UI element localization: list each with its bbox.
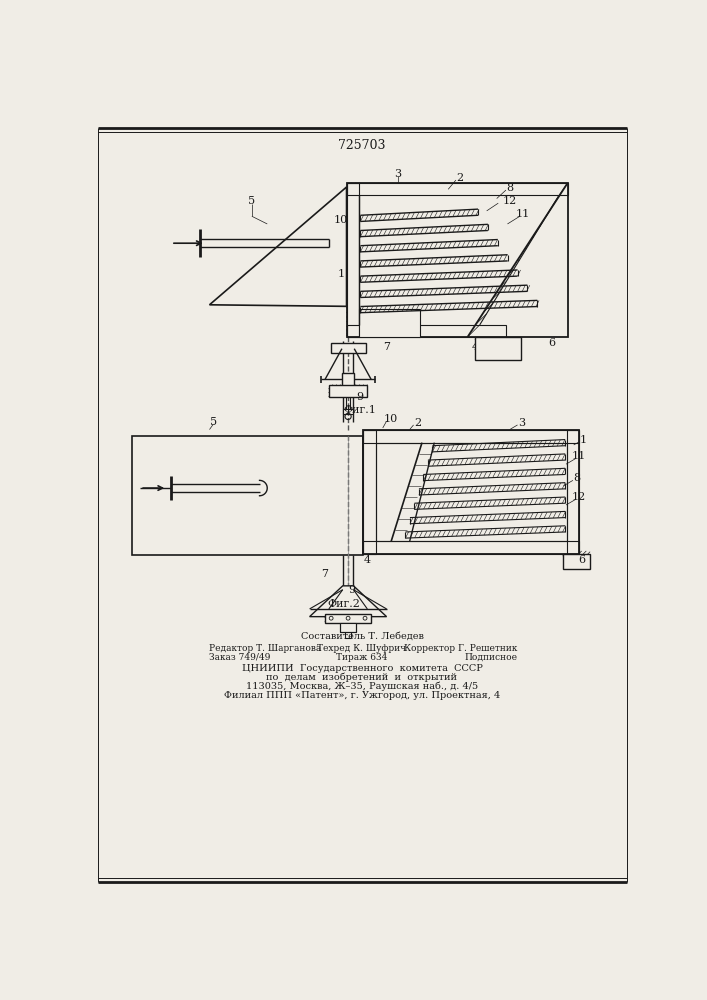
- Bar: [325, 614, 371, 623]
- Text: ЦНИИПИ  Государственного  комитета  СССР: ЦНИИПИ Государственного комитета СССР: [242, 664, 482, 673]
- Text: 3: 3: [395, 169, 402, 179]
- Bar: [343, 409, 354, 414]
- Bar: [376, 443, 567, 541]
- Bar: [363, 541, 579, 554]
- Text: Φиг.1: Φиг.1: [343, 405, 376, 415]
- Text: 9: 9: [349, 585, 356, 595]
- Text: 11: 11: [516, 209, 530, 219]
- Text: 8: 8: [506, 183, 513, 193]
- Bar: [567, 430, 579, 554]
- Text: 10: 10: [333, 215, 348, 225]
- Bar: [340, 623, 356, 632]
- Bar: [363, 430, 579, 554]
- Text: Подписное: Подписное: [464, 653, 518, 662]
- Text: 2: 2: [414, 418, 421, 428]
- Text: 8: 8: [573, 473, 580, 483]
- Text: Заказ 749/49: Заказ 749/49: [209, 653, 271, 662]
- Text: 5: 5: [210, 417, 217, 427]
- Bar: [475, 337, 521, 360]
- Text: Φиг.2: Φиг.2: [328, 599, 361, 609]
- Bar: [563, 554, 590, 569]
- Text: 113035, Москва, Ж–35, Раушская наб., д. 4/5: 113035, Москва, Ж–35, Раушская наб., д. …: [246, 682, 478, 691]
- Text: 11: 11: [572, 451, 586, 461]
- Text: по  делам  изобретений  и  открытий: по делам изобретений и открытий: [267, 673, 457, 682]
- Text: 725703: 725703: [338, 139, 386, 152]
- Text: 1: 1: [338, 269, 345, 279]
- Bar: [346, 183, 568, 195]
- Text: 3: 3: [518, 418, 525, 428]
- Text: Тираж 634: Тираж 634: [337, 653, 387, 662]
- Text: 4: 4: [364, 555, 371, 565]
- Polygon shape: [310, 586, 387, 617]
- Bar: [331, 343, 366, 353]
- Text: 6: 6: [549, 338, 556, 348]
- Bar: [342, 373, 354, 386]
- Text: 7: 7: [322, 569, 329, 579]
- Text: Техред К. Шуфрич: Техред К. Шуфрич: [317, 644, 407, 653]
- Text: 12: 12: [572, 492, 586, 502]
- Text: Корректор Г. Решетник: Корректор Г. Решетник: [404, 644, 518, 653]
- Bar: [363, 430, 376, 554]
- Text: 1: 1: [579, 435, 587, 445]
- Bar: [329, 385, 368, 397]
- Text: 10: 10: [383, 414, 397, 424]
- Text: 12: 12: [503, 196, 517, 206]
- Text: 4: 4: [472, 342, 479, 352]
- Text: 6: 6: [578, 555, 585, 565]
- Text: Редактор Т. Шарганова: Редактор Т. Шарганова: [209, 644, 322, 653]
- Bar: [359, 309, 421, 337]
- Text: Филиал ППП «Патент», г. Ужгород, ул. Проектная, 4: Филиал ППП «Патент», г. Ужгород, ул. Про…: [224, 691, 500, 700]
- Text: 5: 5: [248, 196, 255, 206]
- Bar: [346, 183, 568, 337]
- Text: 2: 2: [456, 173, 463, 183]
- Bar: [346, 183, 359, 337]
- Text: Составитель Т. Лебедев: Составитель Т. Лебедев: [300, 631, 423, 640]
- Bar: [363, 430, 579, 443]
- Bar: [346, 325, 506, 337]
- Text: 9: 9: [356, 392, 363, 402]
- Bar: [132, 436, 363, 555]
- Text: 7: 7: [383, 342, 390, 352]
